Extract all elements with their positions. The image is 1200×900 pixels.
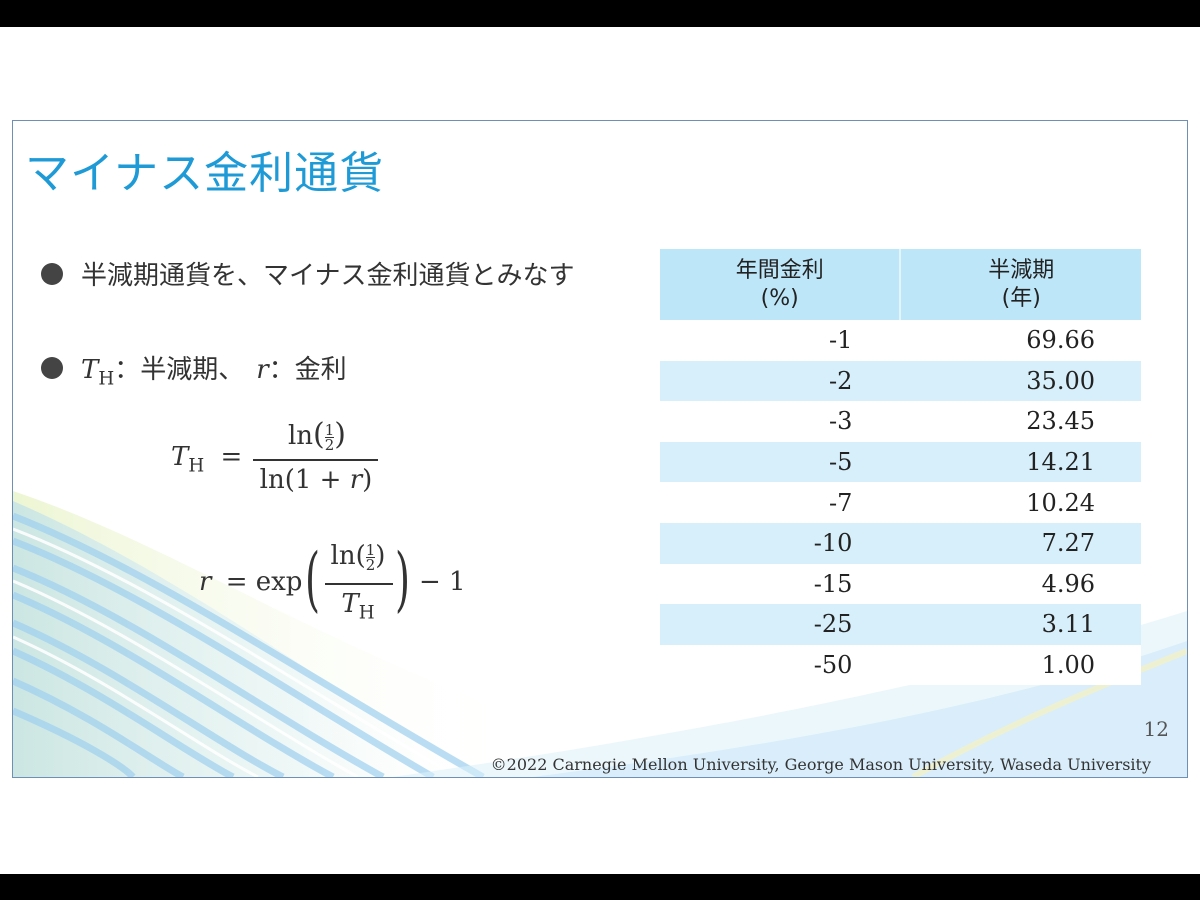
f2-paren-right: ) — [395, 538, 411, 620]
f1-var-t: T — [171, 442, 189, 472]
letterbox-top — [0, 0, 1200, 27]
f1-fraction-bar — [253, 459, 378, 461]
bullet-text-b: ：金利 — [268, 355, 347, 385]
table-header-row: 年間金利 (%) 半減期 (年) — [660, 249, 1141, 320]
bullet-dot-icon — [41, 356, 63, 379]
formula-interest-rate: r = exp ( ln(1 2) TH ) − 1 — [199, 538, 466, 624]
cell-half-life: 23.45 — [900, 401, 1141, 442]
header-half-life: 半減期 (年) — [900, 249, 1141, 320]
cell-rate: -3 — [660, 401, 901, 442]
f2-var-t: T — [341, 589, 359, 619]
f1-den: ln(1 + — [259, 465, 350, 495]
table-row: -5 14.21 — [660, 441, 1141, 483]
bullet-text-a: ：半減期、 — [114, 355, 245, 385]
var-t: T — [81, 355, 99, 385]
table-row: -10 7.27 — [660, 522, 1141, 564]
table-row: -3 23.45 — [660, 401, 1141, 442]
cell-half-life: 7.27 — [900, 522, 1141, 564]
f2-num-two: 2 — [365, 555, 376, 574]
cell-rate: -1 — [660, 320, 901, 361]
cell-rate: -5 — [660, 441, 901, 483]
cell-half-life: 10.24 — [900, 482, 1141, 523]
formula-half-life: TH = ln(1 2) ln(1 + r) — [171, 417, 381, 497]
table-row: -2 35.00 — [660, 360, 1141, 402]
page-number: 12 — [1143, 717, 1169, 741]
table-row: -25 3.11 — [660, 604, 1141, 645]
bullet-item: 半減期通貨を、マイナス金利通貨とみなす — [41, 255, 574, 292]
cell-half-life: 14.21 — [900, 441, 1141, 483]
bullet-item: TH：半減期、 r：金利 — [41, 349, 347, 389]
cell-rate: -15 — [660, 563, 901, 605]
f2-minus-one: − 1 — [419, 567, 466, 597]
f2-paren-left: ( — [305, 538, 321, 620]
header-annual-rate: 年間金利 (%) — [660, 249, 902, 320]
f2-var-r: r — [199, 567, 212, 597]
f2-ln: ln — [330, 541, 356, 571]
bullet-text: 半減期通貨を、マイナス金利通貨とみなす — [81, 261, 575, 291]
f1-den-r: r — [349, 465, 363, 495]
header-rate-unit: (%) — [760, 285, 799, 311]
cell-rate: -25 — [660, 604, 901, 645]
slide: マイナス金利通貨 半減期通貨を、マイナス金利通貨とみなす TH：半減期、 r：金利… — [12, 120, 1188, 778]
header-rate-label: 年間金利 — [735, 257, 824, 283]
table-row: -50 1.00 — [660, 644, 1141, 686]
letterbox-bottom — [0, 874, 1200, 900]
f2-sub-h: H — [358, 602, 375, 624]
copyright-footer: ©2022 Carnegie Mellon University, George… — [490, 755, 1151, 774]
half-life-table: 年間金利 (%) 半減期 (年) -1 69.66 -2 35.00 -3 23.45 -… — [660, 249, 1141, 686]
f2-num-one: 1 — [365, 540, 376, 559]
cell-half-life: 4.96 — [900, 563, 1141, 605]
f1-num-one: 1 — [324, 420, 335, 439]
cell-rate: -10 — [660, 522, 901, 564]
table-row: -15 4.96 — [660, 563, 1141, 605]
cell-half-life: 1.00 — [900, 644, 1141, 686]
table-row: -1 69.66 — [660, 320, 1141, 361]
wave-background — [13, 491, 1187, 777]
cell-rate: -2 — [660, 360, 901, 402]
subscript-h: H — [98, 368, 115, 390]
header-half-life-label: 半減期 — [988, 257, 1055, 283]
cell-half-life: 69.66 — [900, 320, 1141, 361]
slide-title: マイナス金利通貨 — [25, 148, 385, 199]
f2-fraction-bar — [325, 583, 393, 585]
f1-sub-h: H — [188, 455, 205, 477]
cell-half-life: 35.00 — [900, 360, 1141, 402]
cell-rate: -7 — [660, 482, 901, 523]
header-half-life-unit: (年) — [1001, 285, 1041, 311]
f1-equals: = — [220, 442, 243, 472]
f1-den-close: ) — [362, 465, 373, 495]
f2-eq-exp: = exp — [225, 567, 303, 597]
f1-ln: ln — [287, 421, 314, 451]
f1-num-two: 2 — [324, 435, 335, 454]
table-row: -7 10.24 — [660, 482, 1141, 523]
bullet-dot-icon — [41, 262, 63, 285]
cell-half-life: 3.11 — [900, 604, 1141, 645]
cell-rate: -50 — [660, 644, 901, 686]
var-r: r — [256, 355, 269, 385]
